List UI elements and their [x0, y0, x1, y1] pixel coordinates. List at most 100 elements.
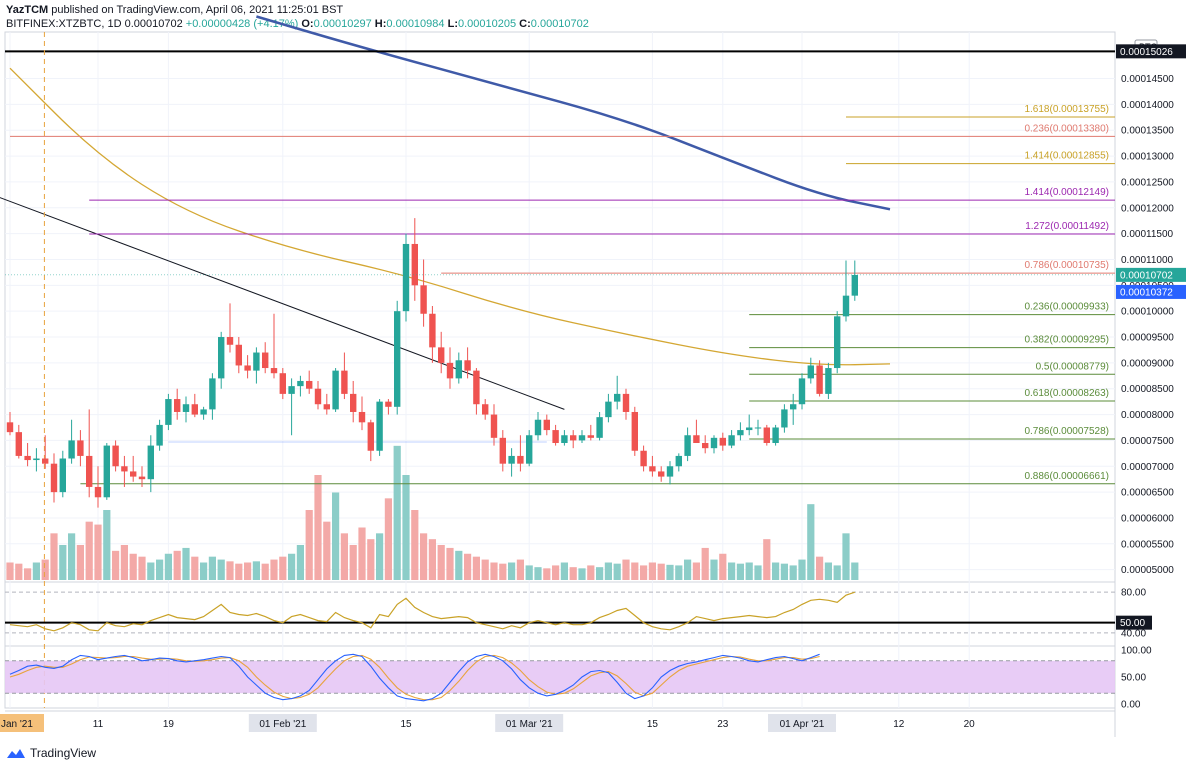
volume-bar [754, 565, 762, 580]
candle [350, 380, 357, 423]
stoch-tick-label: 0.00 [1121, 700, 1141, 711]
price-tick-label: 0.00011500 [1121, 229, 1174, 240]
price-tick-label: 0.00009500 [1121, 333, 1174, 344]
candle [605, 393, 612, 423]
volume-bar [789, 565, 797, 580]
time-tick-label: 15 [647, 719, 659, 730]
candle-body [402, 243, 410, 312]
volume-bar [701, 547, 709, 580]
volume-bar [560, 562, 568, 580]
price-tick-label: 0.00012000 [1121, 203, 1174, 214]
tradingview-logo[interactable]: TradingView [6, 746, 96, 760]
volume-bar [288, 553, 296, 580]
candle-body [68, 440, 75, 459]
candle-body [693, 435, 700, 443]
candle-body [526, 435, 533, 464]
candle-body [50, 463, 58, 493]
candle [226, 303, 234, 353]
candle-body [490, 414, 498, 438]
volume-bar [15, 563, 23, 580]
candle [411, 218, 418, 301]
candle [543, 414, 550, 436]
volume-bar [24, 568, 32, 580]
candle [297, 375, 304, 397]
candle [130, 455, 137, 482]
price-tick-label: 0.00012500 [1121, 177, 1174, 188]
candle [526, 430, 533, 467]
candle-body [226, 337, 234, 345]
volume-bar [807, 504, 815, 580]
other-price-label: 0.00010372 [1120, 287, 1173, 298]
volume-bar [481, 559, 489, 580]
volume-bar [120, 545, 128, 580]
time-tick-label: 11 [93, 719, 104, 730]
rsi-line [9, 591, 855, 632]
time-tick-label: 12 [893, 719, 905, 730]
candle-body [640, 450, 647, 467]
candle [376, 399, 383, 456]
volume-bar [640, 565, 648, 580]
fib-level-label: 0.786(0.00007528) [1024, 426, 1109, 437]
candle [684, 427, 691, 462]
candle [570, 430, 577, 449]
candle [15, 424, 22, 459]
candle [675, 453, 682, 472]
candle-body [825, 368, 832, 394]
volume-bar [349, 545, 357, 580]
fib-level-label: 1.414(0.00012149) [1024, 187, 1109, 198]
candle [587, 424, 594, 441]
price-tick-label: 0.00008000 [1121, 410, 1174, 421]
candle [341, 352, 348, 400]
candle-body [429, 313, 436, 348]
candle-body [614, 393, 621, 402]
candle [270, 313, 278, 379]
publisher-name[interactable]: YazTCM [6, 4, 49, 16]
candle [86, 409, 93, 498]
low-value: 0.00010205 [457, 18, 517, 30]
candle [182, 396, 190, 423]
fib-level-label: 0.618(0.00008263) [1024, 388, 1109, 399]
volume-bar [472, 556, 480, 580]
volume-bar [772, 562, 780, 580]
candle [288, 378, 295, 436]
candle-body [543, 419, 550, 431]
volume-bar [657, 563, 665, 580]
volume-bar [648, 562, 656, 580]
time-tick-label: 01 Jan '21 [0, 719, 33, 730]
candle [834, 311, 841, 374]
horizontal-level-badge [1116, 44, 1186, 59]
candle [719, 432, 726, 451]
candle-body [235, 344, 242, 366]
volume-bar [323, 521, 331, 580]
volume-bar [684, 559, 692, 580]
candle [314, 380, 322, 410]
candle-body [200, 409, 207, 415]
candle-body [218, 337, 225, 379]
candle-body [121, 466, 128, 472]
candle-body [710, 437, 718, 449]
candle [790, 393, 797, 425]
volume-bar [358, 527, 366, 580]
volume-bar [402, 475, 410, 580]
volume-bar [41, 559, 49, 580]
candle [490, 404, 498, 446]
price-tick-label: 0.00007000 [1121, 462, 1174, 473]
price-tick-label: 0.00014000 [1121, 100, 1174, 111]
volume-bar [340, 533, 348, 580]
ma200-line [256, 15, 891, 211]
candle-body [112, 445, 119, 467]
fib-level-label: 1.618(0.00013755) [1024, 104, 1109, 115]
symbol-interval[interactable]: BITFINEX:XTZBTC, 1D [6, 18, 122, 30]
fib-levels: 1.618(0.00013755) 0.236(0.00013380) 1.414(… [10, 104, 1115, 485]
candle-body [798, 378, 806, 405]
volume-bar [411, 510, 419, 580]
volume-bar [719, 553, 727, 580]
candle-body [253, 352, 260, 371]
candle-body [561, 435, 568, 443]
other-price-badge [1116, 284, 1186, 299]
candle-body [781, 409, 788, 428]
candle-body [807, 365, 814, 379]
volume-bar [208, 556, 216, 580]
candle-body [737, 430, 744, 436]
